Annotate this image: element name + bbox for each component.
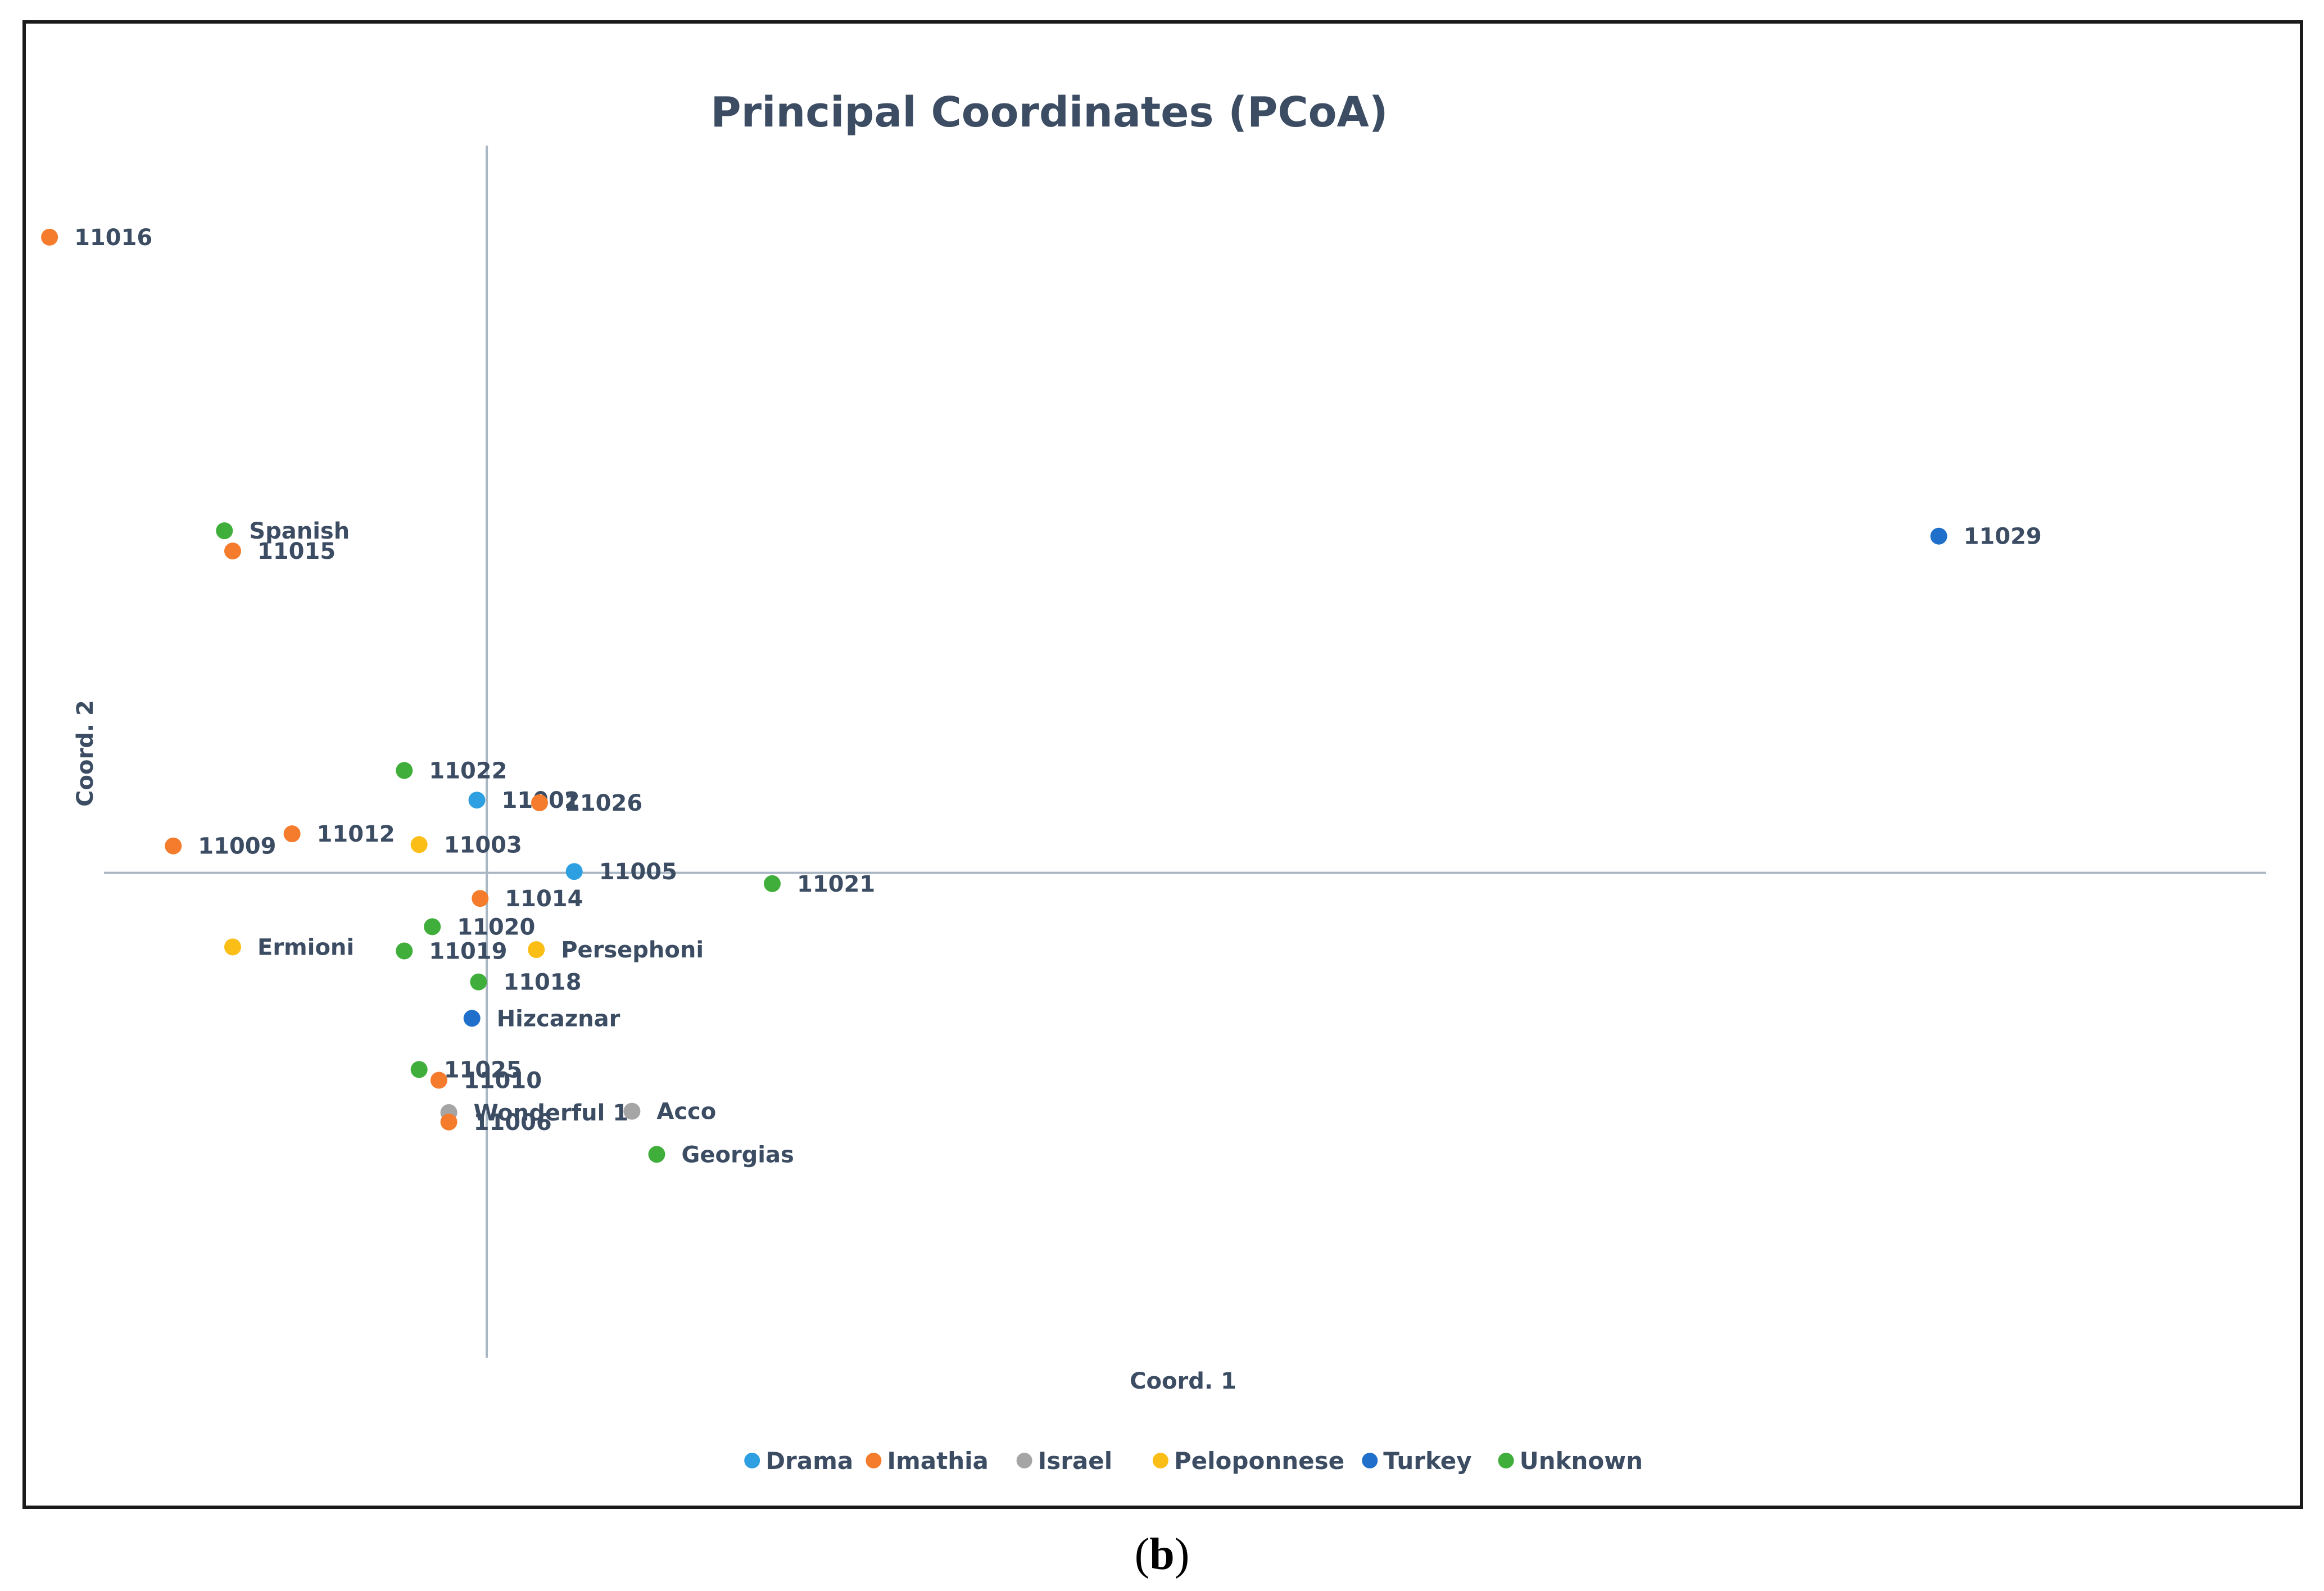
legend-label-imathia: Imathia [887,1447,988,1475]
point-11006 [440,1113,457,1131]
point-11003 [410,836,428,853]
point-label: 11019 [429,939,507,965]
point-11021 [764,875,781,892]
point-label: Wonderful 1 [474,1100,629,1126]
x-axis-label: Coord. 1 [1130,1368,1236,1394]
point-georgias [648,1146,665,1163]
chart-frame [22,20,2303,1509]
point-11016 [41,228,58,246]
point-label: 11015 [257,539,336,564]
point-label: Hizcaznar [497,1006,620,1032]
point-11018 [470,973,487,991]
point-11012 [283,825,301,843]
point-label: 11029 [1964,524,2042,550]
point-hizcaznar [463,1010,481,1027]
point-label: 11014 [505,886,583,912]
caption-close: ) [1174,1530,1190,1579]
point-label: 11026 [564,790,642,816]
caption-open: ( [1134,1530,1150,1579]
point-label: 11016 [74,225,152,251]
point-label: Ermioni [257,934,354,960]
point-11025 [410,1061,428,1078]
point-label: 11010 [464,1068,542,1094]
point-label: Spanish [249,518,350,544]
legend: Drama Imathia Israel Peloponnese Turkey Unkno… [744,1447,1643,1475]
point-11019 [396,942,413,960]
legend-swatch-unknown [1498,1453,1514,1468]
point-11014 [472,890,489,907]
point-label: 11006 [474,1110,552,1136]
point-persephoni [528,941,545,959]
legend-swatch-imathia [866,1453,882,1468]
point-11020 [424,918,441,935]
point-11029 [1930,527,1947,545]
y-axis-label: Coord. 2 [73,700,98,807]
point-11005 [565,863,583,880]
pcoa-scatter-plot: Principal Coordinates (PCoA) Coord. 1 Co… [41,88,2266,1475]
point-label: 11020 [457,914,535,940]
legend-swatch-drama [744,1453,760,1468]
legend-label-turkey: Turkey [1383,1447,1471,1475]
point-label: 11022 [429,758,507,784]
point-11010 [430,1072,447,1089]
legend-swatch-peloponnese [1152,1453,1168,1468]
point-label: 11009 [198,834,276,860]
point-label: Persephoni [561,937,704,963]
point-label: 11005 [599,859,677,885]
chart-title: Principal Coordinates (PCoA) [710,88,1388,137]
point-acco [623,1102,641,1120]
legend-swatch-israel [1016,1453,1032,1468]
point-label: Acco [656,1099,716,1125]
point-label: 11003 [444,832,522,858]
point-label: 11018 [503,970,581,996]
point-11015 [224,543,241,560]
legend-swatch-turkey [1362,1453,1378,1468]
legend-label-unknown: Unknown [1520,1447,1643,1475]
point-label: 11025 [444,1057,522,1083]
point-11009 [165,837,182,855]
data-points: 11016Spanish1101511029110221100211026110… [41,225,2042,1168]
point-11002 [468,792,486,809]
point-11022 [396,762,413,779]
point-label: 11012 [317,821,395,847]
legend-label-peloponnese: Peloponnese [1174,1447,1344,1475]
caption-letter: b [1149,1530,1175,1579]
legend-label-israel: Israel [1038,1447,1113,1475]
point-ermioni [224,938,241,956]
point-spanish [216,522,233,540]
figure-caption: (b) [0,1529,2324,1580]
point-11026 [531,794,548,811]
point-label: Georgias [682,1142,794,1168]
legend-label-drama: Drama [765,1447,853,1475]
point-label: 11021 [797,871,875,897]
